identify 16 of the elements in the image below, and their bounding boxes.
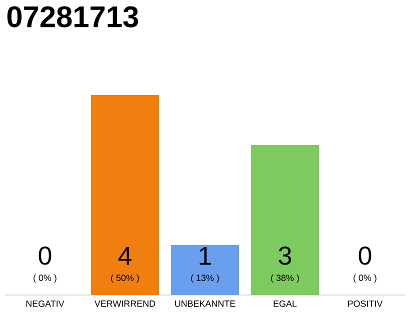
x-tick-label: VERWIRREND [94,300,156,307]
annotation: ( 50% ) [111,274,139,283]
chart-title: 07281713 [7,6,138,28]
annotation: ( 0% ) [354,274,376,283]
data-label: 1 [200,246,211,265]
annotation: ( 38% ) [271,274,299,283]
data-label: 4 [118,246,132,265]
x-tick-label: UNBEKANNTE [175,300,236,307]
x-tick-label: POSITIV [348,300,383,307]
data-label: 3 [278,246,292,265]
data-label: 0 [358,246,372,265]
x-tick-label: NEGATIV [26,300,64,307]
x-tick-label: EGAL [274,300,297,307]
annotation: ( 0% ) [34,274,56,283]
annotation: ( 13% ) [191,274,219,283]
data-label: 0 [38,246,52,265]
